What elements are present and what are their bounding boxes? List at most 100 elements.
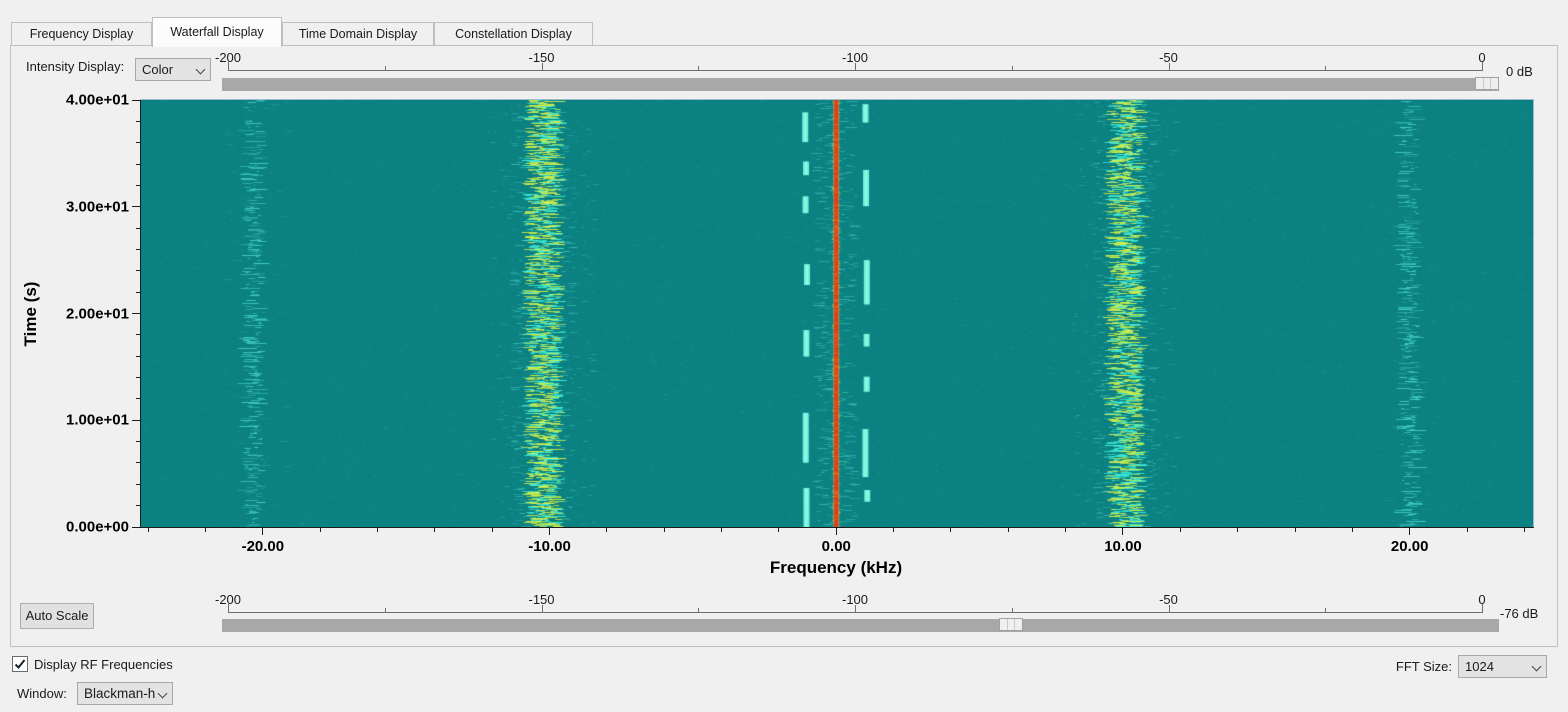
y-tick-label: 3.00e+01 (66, 198, 129, 216)
scale-tick (698, 608, 700, 613)
y-tick (135, 184, 140, 186)
x-tick (377, 528, 379, 532)
scale-tick (228, 62, 229, 71)
x-tick (549, 528, 551, 535)
chevron-down-icon (194, 59, 210, 80)
scale-tick (228, 604, 229, 613)
x-tick (262, 528, 264, 535)
y-tick (135, 227, 140, 229)
tab-waterfall-display[interactable]: Waterfall Display (152, 17, 282, 47)
scale-tick (541, 605, 543, 613)
y-tick (135, 398, 140, 400)
plot-border-right (1533, 99, 1534, 528)
intensity-display-label: Intensity Display: (26, 59, 125, 74)
x-tick (1294, 528, 1296, 532)
y-tick-label: 0.00e+00 (66, 518, 129, 536)
intensity-min-slider-handle[interactable] (998, 618, 1023, 631)
y-tick (135, 163, 140, 165)
tab-frequency-display[interactable]: Frequency Display (11, 22, 152, 46)
x-tick (1237, 528, 1239, 532)
x-tick (835, 528, 837, 535)
scale-tick (1325, 608, 1327, 613)
x-tick (1466, 528, 1468, 532)
y-tick (135, 505, 140, 507)
intensity-max-slider[interactable] (222, 77, 1499, 91)
fft-size-value: 1024 (1465, 659, 1494, 674)
x-tick (950, 528, 952, 532)
x-tick (606, 528, 608, 532)
y-tick (135, 462, 140, 464)
scale-tick (1482, 604, 1483, 613)
x-tick (778, 528, 780, 532)
display-rf-label: Display RF Frequencies (34, 657, 173, 672)
check-icon (14, 659, 26, 669)
scale-tick-label: 0 (1478, 50, 1486, 65)
scale-tick (698, 66, 700, 71)
scale-tick (1325, 66, 1327, 71)
y-tick (135, 355, 140, 357)
scale-tick (541, 63, 543, 71)
intensity-max-value: 0 dB (1506, 64, 1533, 79)
intensity-display-select[interactable]: Color (135, 58, 211, 81)
x-tick-label: 0.00 (821, 538, 851, 555)
scale-tick (1011, 66, 1013, 71)
x-axis-title: Frequency (kHz) (769, 558, 903, 577)
intensity-min-slider[interactable] (222, 618, 1499, 632)
x-tick (721, 528, 723, 532)
intensity-min-value: -76 dB (1500, 606, 1539, 621)
window-label: Window: (17, 686, 67, 701)
window-select[interactable]: Blackman-h (77, 682, 173, 705)
scale-tick (1168, 605, 1170, 613)
y-tick-label: 2.00e+01 (66, 305, 129, 322)
scale-tick (1168, 63, 1170, 71)
scale-tick-label: -100 (841, 50, 869, 65)
display-rf-checkbox[interactable] (12, 656, 28, 672)
tab-constellation-display[interactable]: Constellation Display (434, 22, 593, 46)
scale-tick-label: -150 (528, 592, 555, 607)
x-tick (663, 528, 665, 532)
x-tick (1007, 528, 1009, 532)
scale-tick (1011, 608, 1013, 613)
window-value: Blackman-h (84, 686, 156, 701)
x-tick (1409, 528, 1411, 535)
plot-border-top (140, 99, 1534, 100)
y-tick (132, 419, 140, 421)
x-tick-label: 20.00 (1390, 538, 1429, 555)
y-tick (132, 313, 140, 314)
fft-size-label: FFT Size: (1395, 659, 1452, 674)
auto-scale-button[interactable]: Auto Scale (20, 603, 94, 629)
scale-tick-label: -150 (528, 50, 555, 65)
intensity-max-scale: -200 -150 -100 -50 0 (215, 50, 1498, 71)
y-tick (135, 291, 140, 293)
x-tick (205, 528, 206, 532)
scale-tick (1482, 62, 1483, 71)
y-tick (135, 142, 140, 144)
y-tick (135, 270, 140, 272)
intensity-max-slider-handle[interactable] (1475, 77, 1499, 90)
y-tick (135, 120, 140, 122)
intensity-display-value: Color (142, 62, 174, 77)
scale-tick-label: 0 (1478, 592, 1486, 607)
y-tick (135, 334, 140, 336)
scale-tick (855, 63, 856, 71)
x-tick (147, 528, 149, 532)
y-tick-label: 4.00e+01 (66, 91, 129, 109)
y-tick (135, 441, 140, 443)
chevron-down-icon (156, 683, 172, 704)
tab-time-domain-display[interactable]: Time Domain Display (282, 22, 434, 46)
x-tick (491, 528, 493, 532)
scale-tick-label: -200 (214, 592, 242, 607)
x-tick (1122, 528, 1124, 535)
x-tick-label: -20.00 (241, 538, 285, 555)
waterfall-plot[interactable] (141, 100, 1533, 527)
x-tick (434, 528, 436, 532)
x-tick (319, 528, 321, 532)
x-tick (893, 528, 895, 532)
fft-size-select[interactable]: 1024 (1458, 655, 1547, 678)
scale-tick-label: -50 (1159, 50, 1178, 65)
scale-tick (384, 608, 386, 613)
x-tick-label: -10.00 (528, 538, 571, 555)
y-axis-title: Time (s) (21, 281, 40, 347)
y-axis-line (140, 100, 141, 528)
scale-tick (384, 66, 386, 71)
